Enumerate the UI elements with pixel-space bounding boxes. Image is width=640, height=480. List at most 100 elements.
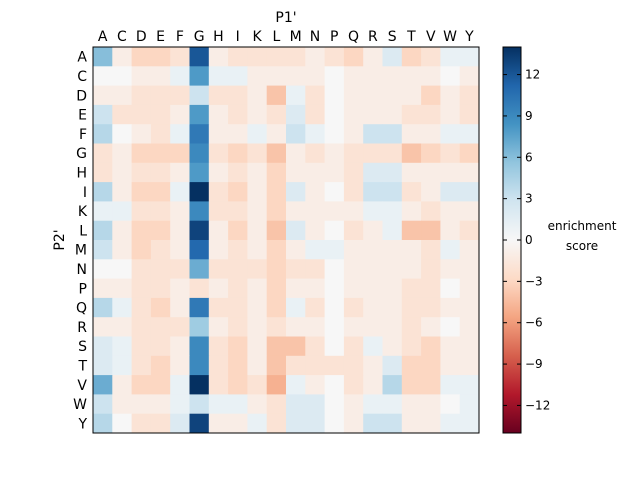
heatmap-cell-N-Q xyxy=(343,259,364,279)
heatmap-cell-H-Y xyxy=(459,162,480,183)
heatmap-cell-I-C xyxy=(112,182,132,202)
x-tick-label: P xyxy=(330,29,338,45)
heatmap-cell-V-T xyxy=(401,375,422,395)
heatmap-cell-L-M xyxy=(286,220,306,241)
heatmap-cell-N-K xyxy=(247,259,268,279)
heatmap-cell-F-K xyxy=(247,124,268,144)
heatmap-cell-D-F xyxy=(170,85,190,106)
heatmap-cell-C-T xyxy=(401,66,422,86)
heatmap-cell-A-C xyxy=(112,47,132,67)
heatmap-cell-T-L xyxy=(266,355,287,376)
heatmap-cell-I-N xyxy=(305,182,325,202)
x-tick-label: E xyxy=(156,29,165,45)
x-axis-label: P1' xyxy=(275,10,296,26)
heatmap-cell-C-R xyxy=(363,66,383,86)
heatmap-cell-Y-E xyxy=(150,413,171,434)
heatmap-cell-F-E xyxy=(150,124,171,144)
heatmap-cell-D-I xyxy=(228,85,248,106)
heatmap-cell-M-Y xyxy=(459,240,480,260)
heatmap-cell-D-S xyxy=(382,85,403,106)
heatmap-cell-N-Y xyxy=(459,259,480,279)
heatmap-cell-A-L xyxy=(266,47,287,67)
heatmap-cell-S-W xyxy=(440,336,461,357)
heatmap-cell-R-Y xyxy=(459,317,480,337)
heatmap-cell-D-Y xyxy=(459,85,480,106)
heatmap-cell-R-N xyxy=(305,317,325,337)
heatmap-cell-K-F xyxy=(170,201,190,222)
heatmap-cell-I-H xyxy=(208,182,229,202)
heatmap-cell-I-Q xyxy=(343,182,364,202)
heatmap-cell-K-C xyxy=(112,201,132,222)
heatmap-cell-F-G xyxy=(189,124,210,144)
heatmap-cell-C-M xyxy=(286,66,306,86)
heatmap-cell-F-T xyxy=(401,124,422,144)
heatmap-cell-F-W xyxy=(440,124,461,144)
heatmap-cell-M-D xyxy=(131,240,152,260)
heatmap-cell-V-K xyxy=(247,375,268,395)
heatmap-cell-F-I xyxy=(228,124,248,144)
heatmap-cell-E-N xyxy=(305,104,325,125)
colorbar-tick-label: 9 xyxy=(525,109,533,123)
heatmap-cell-F-C xyxy=(112,124,132,144)
heatmap-cell-H-K xyxy=(247,162,268,183)
heatmap-cell-Q-W xyxy=(440,297,461,318)
heatmap-cell-M-G xyxy=(189,240,210,260)
heatmap-cell-A-Q xyxy=(343,47,364,67)
heatmap-cell-S-K xyxy=(247,336,268,357)
heatmap-cell-D-R xyxy=(363,85,383,106)
colorbar-tick-label: 6 xyxy=(525,150,533,164)
heatmap-cell-L-V xyxy=(421,220,441,241)
heatmap-cell-N-W xyxy=(440,259,461,279)
heatmap-cell-W-W xyxy=(440,394,461,415)
heatmap-cell-I-W xyxy=(440,182,461,202)
heatmap-cell-V-C xyxy=(112,375,132,395)
heatmap-cell-E-M xyxy=(286,104,306,125)
heatmap-cell-L-R xyxy=(363,220,383,241)
heatmap-cell-G-V xyxy=(421,143,441,164)
heatmap-cell-Y-A xyxy=(93,413,113,434)
y-tick-label: N xyxy=(77,262,87,278)
heatmap-cell-T-H xyxy=(208,355,229,376)
heatmap-cell-M-I xyxy=(228,240,248,260)
heatmap-cell-D-N xyxy=(305,85,325,106)
heatmap-cell-L-F xyxy=(170,220,190,241)
heatmap-cell-D-L xyxy=(266,85,287,106)
heatmap-cell-S-H xyxy=(208,336,229,357)
heatmap-cell-P-L xyxy=(266,278,287,299)
heatmap-cell-V-S xyxy=(382,375,403,395)
heatmap-cell-A-K xyxy=(247,47,268,67)
heatmap-cell-C-K xyxy=(247,66,268,86)
heatmap-cell-S-I xyxy=(228,336,248,357)
heatmap-cell-E-L xyxy=(266,104,287,125)
heatmap-cell-S-T xyxy=(401,336,422,357)
heatmap-cell-T-I xyxy=(228,355,248,376)
heatmap-cell-F-S xyxy=(382,124,403,144)
heatmap-cell-E-S xyxy=(382,104,403,125)
heatmap-cell-P-R xyxy=(363,278,383,299)
heatmap-cell-S-R xyxy=(363,336,383,357)
heatmap-cell-T-A xyxy=(93,355,113,376)
colorbar-label-line-1: enrichment xyxy=(548,219,617,233)
heatmap-cell-P-N xyxy=(305,278,325,299)
heatmap-cell-C-H xyxy=(208,66,229,86)
heatmap-cell-V-Q xyxy=(343,375,364,395)
x-tick-label: R xyxy=(368,29,378,45)
heatmap-cell-T-R xyxy=(363,355,383,376)
heatmap-cell-N-S xyxy=(382,259,403,279)
x-tick-label: M xyxy=(290,29,302,45)
heatmap-cell-R-Q xyxy=(343,317,364,337)
heatmap-cell-S-Y xyxy=(459,336,480,357)
heatmap-cell-Y-P xyxy=(324,413,345,434)
heatmap-cell-N-L xyxy=(266,259,287,279)
heatmap-cell-Y-R xyxy=(363,413,383,434)
heatmap-cell-G-P xyxy=(324,143,345,164)
heatmap-cell-S-M xyxy=(286,336,306,357)
heatmap-cell-A-A xyxy=(93,47,113,67)
heatmap-cell-A-H xyxy=(208,47,229,67)
heatmap-cell-L-C xyxy=(112,220,132,241)
heatmap-cell-A-W xyxy=(440,47,461,67)
heatmap-cell-P-A xyxy=(93,278,113,299)
x-tick-label: Y xyxy=(464,29,474,45)
